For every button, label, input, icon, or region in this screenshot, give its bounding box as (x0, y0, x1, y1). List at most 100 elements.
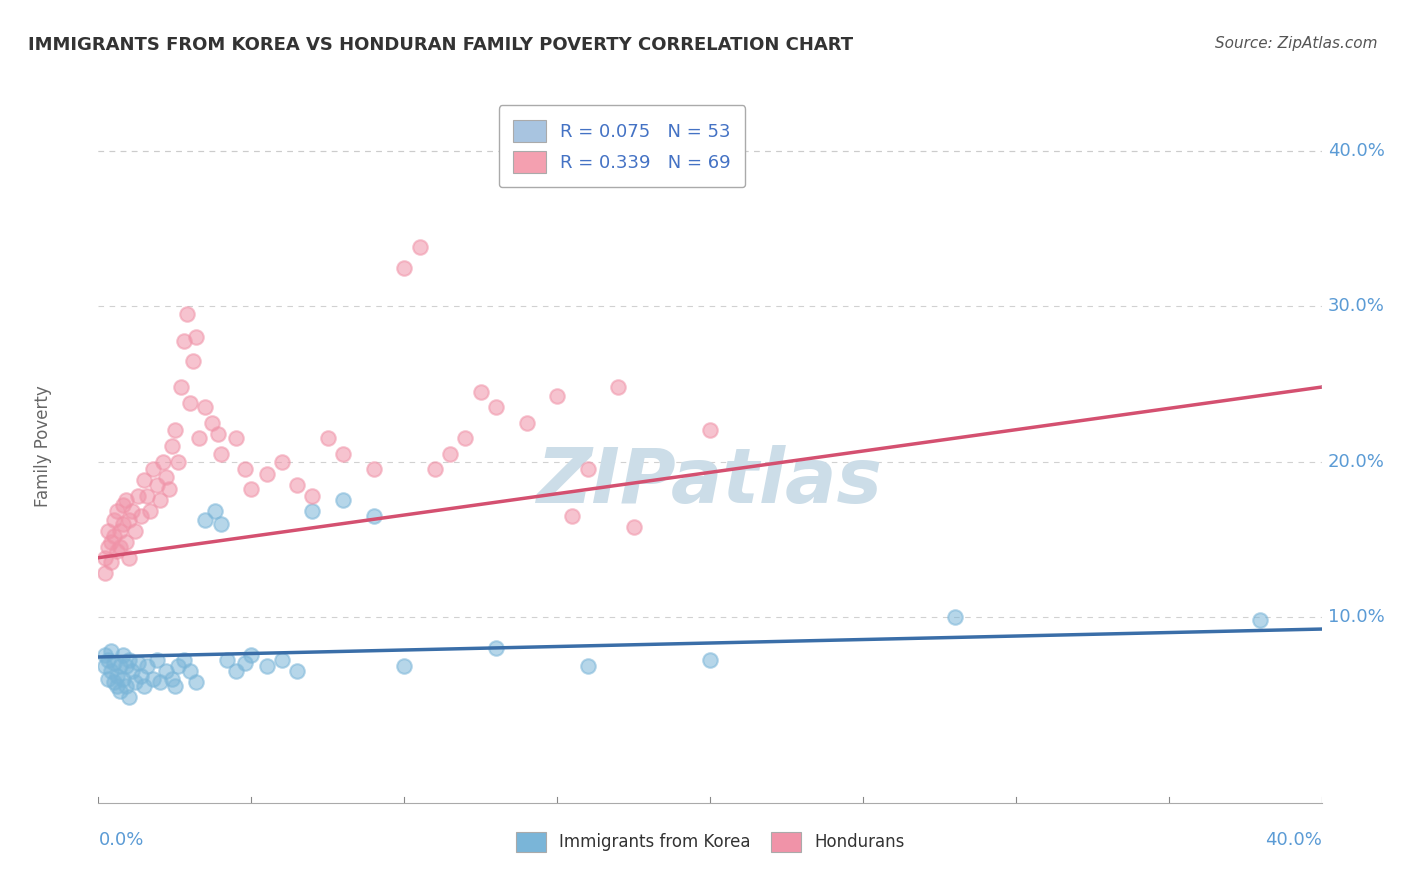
Point (160, 439, 183, 453)
Point (173, 653, 195, 667)
Point (149, 674, 172, 689)
Point (142, 672, 165, 686)
Point (943, 609, 966, 624)
Point (103, 529, 125, 543)
Point (301, 489, 323, 503)
Point (256, 467, 278, 481)
Point (186, 674, 208, 689)
Point (240, 648, 263, 663)
Point (285, 477, 308, 491)
Point (163, 680, 186, 694)
Point (100, 664, 122, 678)
Point (136, 659, 159, 673)
Point (124, 524, 146, 539)
Text: 30.0%: 30.0% (1327, 297, 1385, 316)
Text: Family Poverty: Family Poverty (34, 385, 52, 507)
Point (1249, 613, 1271, 627)
Point (233, 462, 256, 476)
Point (576, 659, 599, 673)
Point (194, 401, 217, 415)
Point (408, 240, 430, 254)
Point (100, 535, 122, 549)
Point (167, 454, 190, 468)
Point (127, 489, 149, 503)
Point (699, 424, 721, 438)
Point (215, 653, 238, 667)
Point (105, 544, 128, 558)
Point (152, 454, 174, 468)
Point (97, 540, 120, 554)
Point (423, 462, 446, 476)
Point (546, 389, 568, 403)
Point (103, 674, 125, 689)
Point (108, 524, 131, 539)
Point (145, 477, 167, 491)
Point (136, 489, 159, 503)
Point (200, 416, 222, 430)
Point (256, 659, 278, 673)
Text: 40.0%: 40.0% (1265, 831, 1322, 849)
Point (623, 519, 645, 533)
Point (301, 504, 323, 518)
Point (93, 659, 115, 673)
Point (332, 447, 354, 461)
Text: ZIPatlas: ZIPatlas (537, 445, 883, 518)
Point (176, 307, 198, 321)
Point (100, 644, 122, 658)
Point (142, 462, 165, 476)
Point (108, 659, 131, 673)
Point (115, 659, 138, 673)
Point (516, 416, 538, 430)
Point (108, 684, 131, 698)
Point (186, 330, 208, 344)
Point (127, 656, 149, 670)
Point (129, 668, 152, 682)
Point (118, 653, 141, 667)
Point (240, 483, 263, 497)
Point (392, 659, 416, 673)
Point (194, 513, 217, 527)
Point (163, 424, 186, 438)
Point (105, 668, 128, 682)
Point (134, 680, 156, 694)
Point (97, 653, 120, 667)
Point (111, 672, 134, 686)
Point (124, 674, 146, 689)
Point (93, 566, 115, 581)
Point (108, 540, 131, 554)
Point (157, 483, 180, 497)
Point (103, 656, 125, 670)
Point (155, 470, 177, 484)
Point (332, 493, 354, 508)
Point (181, 353, 204, 368)
Point (111, 516, 134, 531)
Point (170, 380, 193, 394)
Point (270, 454, 292, 468)
Point (392, 260, 416, 275)
Text: 0.0%: 0.0% (98, 831, 143, 849)
Point (561, 508, 583, 523)
Point (115, 493, 138, 508)
Point (93, 550, 115, 565)
Point (121, 504, 143, 518)
Point (316, 431, 339, 445)
Point (207, 426, 229, 441)
Point (363, 508, 385, 523)
Point (93, 648, 115, 663)
Text: 40.0%: 40.0% (1327, 142, 1385, 161)
Legend: Immigrants from Korea, Hondurans: Immigrants from Korea, Hondurans (509, 825, 911, 859)
Point (173, 334, 195, 348)
Point (100, 555, 122, 569)
Point (485, 401, 508, 415)
Text: 10.0%: 10.0% (1327, 607, 1385, 625)
Text: 20.0%: 20.0% (1327, 452, 1385, 470)
Point (285, 664, 308, 678)
Text: IMMIGRANTS FROM KOREA VS HONDURAN FAMILY POVERTY CORRELATION CHART: IMMIGRANTS FROM KOREA VS HONDURAN FAMILY… (28, 36, 853, 54)
Point (111, 498, 134, 512)
Point (115, 535, 138, 549)
Point (233, 656, 256, 670)
Point (225, 431, 247, 445)
Point (118, 513, 141, 527)
Point (118, 690, 141, 705)
Point (145, 653, 167, 667)
